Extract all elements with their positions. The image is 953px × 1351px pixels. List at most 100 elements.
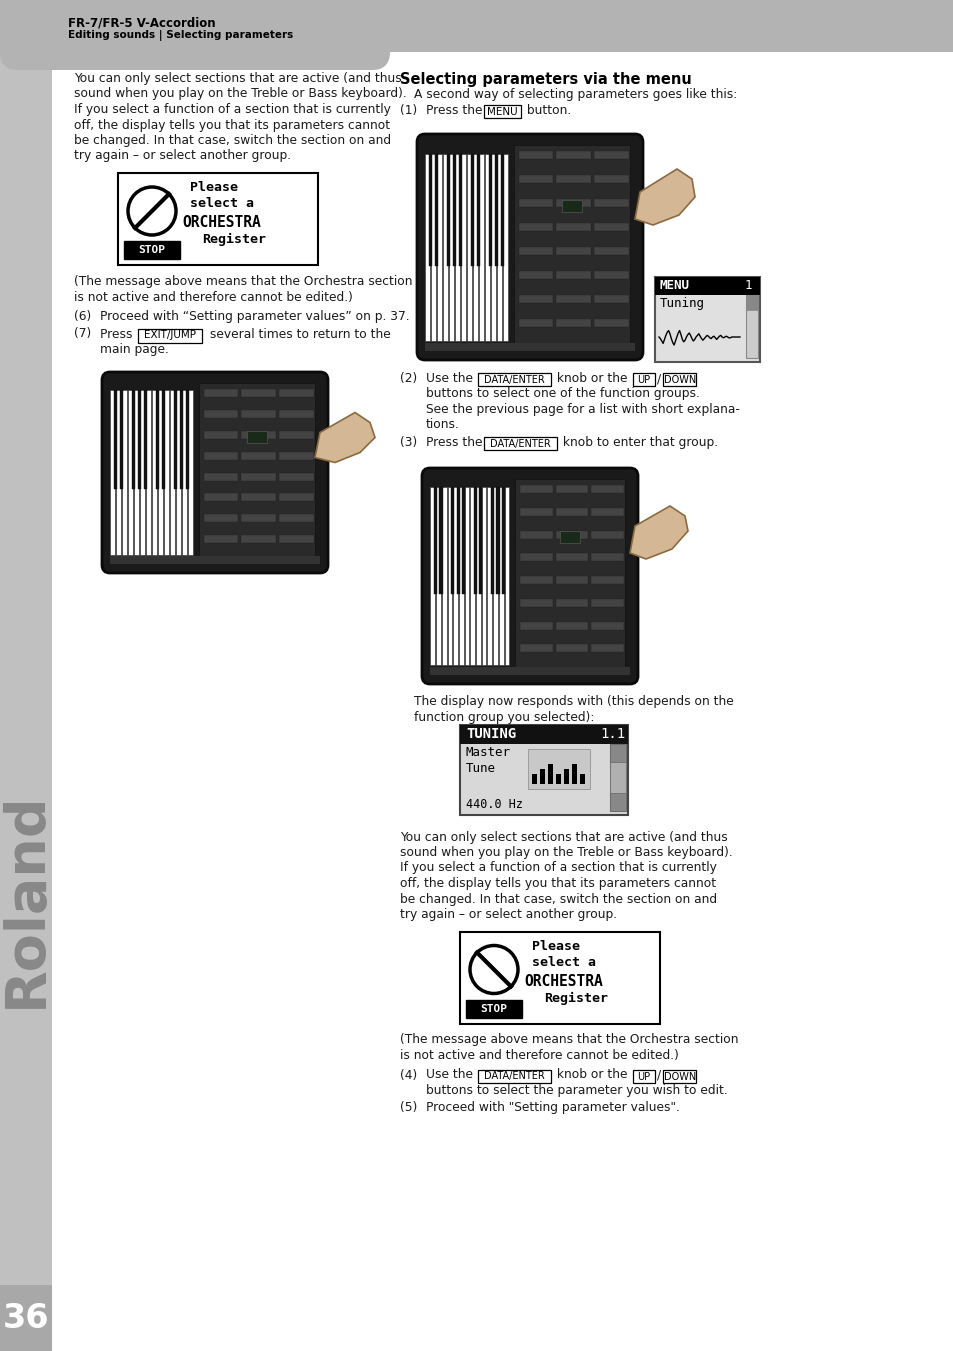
Bar — [439, 486, 442, 594]
Text: try again – or select another group.: try again – or select another group. — [399, 908, 617, 921]
Bar — [152, 389, 157, 555]
Text: 36: 36 — [3, 1301, 50, 1335]
Text: DATA/ENTER: DATA/ENTER — [483, 376, 544, 385]
Bar — [241, 535, 276, 543]
Text: be changed. In that case, switch the section on and: be changed. In that case, switch the sec… — [399, 893, 717, 905]
Bar — [446, 154, 450, 266]
Bar — [527, 748, 589, 789]
Text: ORCHESTRA: ORCHESTRA — [523, 974, 602, 989]
Bar — [164, 389, 169, 555]
Bar — [241, 493, 276, 501]
Bar — [519, 644, 552, 653]
Text: The display now responds with (this depends on the: The display now responds with (this depe… — [414, 694, 733, 708]
Bar — [594, 247, 628, 255]
Bar — [435, 154, 437, 266]
Text: (2): (2) — [399, 372, 416, 385]
Polygon shape — [629, 507, 687, 559]
Bar — [519, 598, 552, 607]
Bar — [513, 145, 629, 349]
Bar — [458, 154, 461, 266]
Text: Proceed with "Setting parameter values".: Proceed with "Setting parameter values". — [426, 1101, 679, 1115]
Bar — [138, 328, 202, 343]
Bar — [429, 154, 432, 266]
Text: See the previous page for a list with short explana-: See the previous page for a list with sh… — [426, 403, 740, 416]
Bar — [0, 0, 390, 51]
Bar — [555, 485, 588, 493]
Bar — [465, 1000, 521, 1017]
Bar — [518, 247, 553, 255]
Bar — [447, 486, 452, 665]
Bar — [488, 154, 492, 266]
Text: 440.0 Hz: 440.0 Hz — [465, 797, 522, 811]
Bar — [144, 389, 147, 489]
Bar — [129, 389, 133, 555]
Text: You can only select sections that are active (and thus: You can only select sections that are ac… — [399, 831, 727, 843]
Text: buttons to select one of the function groups.: buttons to select one of the function gr… — [426, 388, 700, 400]
Text: select a: select a — [190, 197, 253, 209]
Text: knob or the: knob or the — [553, 372, 631, 385]
Text: 1.1: 1.1 — [599, 727, 624, 740]
Bar — [185, 389, 189, 489]
Text: Proceed with “Setting parameter values” on p. 37.: Proceed with “Setting parameter values” … — [100, 309, 409, 323]
Bar — [491, 154, 496, 340]
Bar — [487, 486, 492, 665]
Text: Register: Register — [202, 232, 266, 246]
Bar — [556, 176, 591, 182]
Bar — [500, 154, 503, 266]
Bar — [594, 272, 628, 280]
Bar — [173, 389, 176, 489]
Bar — [555, 508, 588, 516]
Text: Please: Please — [190, 181, 237, 195]
Bar — [556, 319, 591, 327]
Bar — [158, 389, 163, 555]
Bar — [470, 486, 475, 665]
Text: MENU: MENU — [659, 280, 689, 292]
Text: You can only select sections that are active (and thus: You can only select sections that are ac… — [74, 72, 401, 85]
Bar — [134, 389, 139, 555]
Bar — [745, 295, 758, 358]
Bar — [0, 0, 52, 1351]
Circle shape — [470, 946, 517, 993]
Bar — [118, 173, 317, 265]
Polygon shape — [314, 412, 375, 462]
Bar — [473, 486, 476, 594]
Bar — [279, 515, 314, 523]
Text: Press the: Press the — [426, 104, 486, 118]
Bar — [493, 486, 497, 665]
Bar — [203, 473, 238, 481]
Bar — [436, 486, 440, 665]
Text: Editing sounds | Selecting parameters: Editing sounds | Selecting parameters — [68, 30, 293, 41]
Bar — [110, 557, 319, 563]
Bar — [591, 485, 623, 493]
Bar — [485, 154, 490, 340]
Bar — [467, 154, 472, 340]
Text: /: / — [657, 1069, 660, 1082]
Bar — [502, 154, 508, 340]
Bar — [745, 295, 758, 309]
Bar — [662, 1070, 696, 1082]
Bar — [555, 576, 588, 584]
Text: (The message above means that the Orchestra section: (The message above means that the Orches… — [399, 1034, 738, 1047]
Bar — [556, 247, 591, 255]
Bar — [431, 154, 436, 340]
Bar — [116, 389, 121, 555]
Bar — [453, 486, 457, 665]
Text: If you select a function of a section that is currently: If you select a function of a section th… — [74, 103, 391, 116]
Text: Press the: Press the — [426, 436, 486, 449]
Text: Register: Register — [543, 992, 607, 1005]
Text: ORCHESTRA: ORCHESTRA — [182, 215, 260, 230]
Text: UP: UP — [637, 376, 650, 385]
Bar — [111, 389, 115, 555]
Bar — [594, 199, 628, 207]
Text: FR-7/FR-5 V-Accordion: FR-7/FR-5 V-Accordion — [68, 16, 215, 28]
Bar — [555, 621, 588, 630]
Bar — [459, 724, 627, 743]
Bar — [434, 486, 436, 594]
Bar — [494, 154, 497, 266]
Bar — [559, 531, 579, 543]
Bar — [518, 272, 553, 280]
Bar — [555, 531, 588, 539]
Bar — [572, 763, 577, 784]
Bar — [519, 485, 552, 493]
Bar — [518, 319, 553, 327]
